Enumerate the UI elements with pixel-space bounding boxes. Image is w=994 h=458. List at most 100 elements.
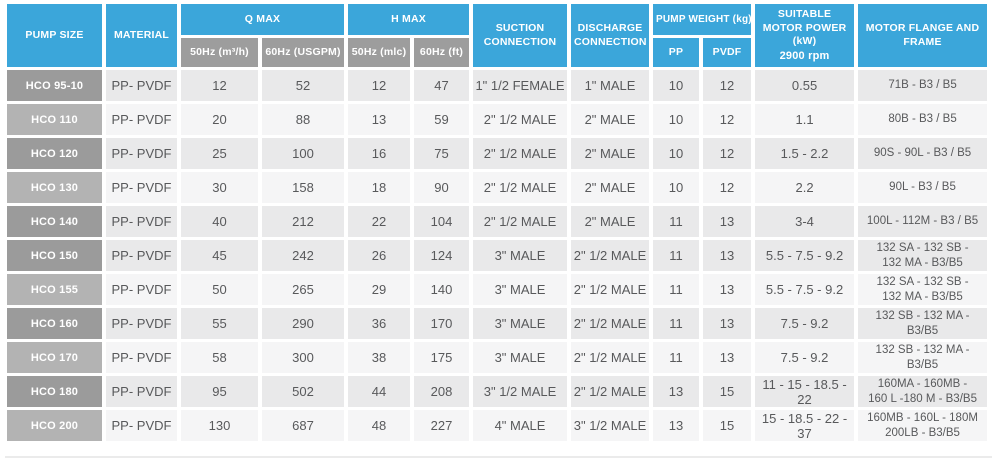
weight-pp-cell: 13 — [653, 376, 700, 407]
qmax-50hz-cell: 30 — [181, 172, 258, 203]
hmax-50hz-cell: 36 — [348, 308, 411, 339]
weight-pvdf-cell: 13 — [703, 274, 752, 305]
hmax-60hz-cell: 208 — [414, 376, 470, 407]
qmax-60hz-cell: 52 — [262, 70, 345, 101]
hmax-60hz-cell: 175 — [414, 342, 470, 373]
discharge-connection-cell: 2" 1/2 MALE — [571, 376, 650, 407]
subheader-qmax-60hz: 60Hz (USGPM) — [262, 38, 345, 67]
suction-connection-cell: 1" 1/2 FEMALE — [473, 70, 568, 101]
table-header: PUMP SIZE MATERIAL Q MAX H MAX SUCTION C… — [7, 4, 988, 67]
qmax-60hz-cell: 300 — [262, 342, 345, 373]
suction-connection-cell: 3" MALE — [473, 240, 568, 271]
discharge-connection-cell: 2" 1/2 MALE — [571, 308, 650, 339]
motor-power-cell: 1.5 - 2.2 — [755, 138, 855, 169]
motor-power-cell: 15 - 18.5 - 22 - 37 — [755, 410, 855, 441]
weight-pp-cell: 11 — [653, 342, 700, 373]
motor-flange-cell: 80B - B3 / B5 — [858, 104, 988, 135]
material-cell: PP- PVDF — [106, 240, 177, 271]
pump-size-cell: HCO 120 — [7, 138, 102, 169]
table-row: HCO 180 PP- PVDF 95 502 44 208 3" 1/2 MA… — [7, 376, 988, 407]
weight-pvdf-cell: 13 — [703, 206, 752, 237]
table-row: HCO 160 PP- PVDF 55 290 36 170 3" MALE 2… — [7, 308, 988, 339]
qmax-50hz-cell: 130 — [181, 410, 258, 441]
weight-pp-cell: 10 — [653, 104, 700, 135]
weight-pvdf-cell: 15 — [703, 376, 752, 407]
weight-pp-cell: 11 — [653, 240, 700, 271]
pump-size-cell: HCO 170 — [7, 342, 102, 373]
qmax-60hz-cell: 687 — [262, 410, 345, 441]
motor-power-cell: 5.5 - 7.5 - 9.2 — [755, 274, 855, 305]
motor-flange-cell: 90S - 90L - B3 / B5 — [858, 138, 988, 169]
suction-connection-cell: 3" MALE — [473, 342, 568, 373]
qmax-60hz-cell: 100 — [262, 138, 345, 169]
hmax-50hz-cell: 38 — [348, 342, 411, 373]
motor-flange-cell: 71B - B3 / B5 — [858, 70, 988, 101]
header-motor-flange: MOTOR FLANGE AND FRAME — [858, 4, 988, 67]
weight-pvdf-cell: 13 — [703, 342, 752, 373]
table-row: HCO 130 PP- PVDF 30 158 18 90 2" 1/2 MAL… — [7, 172, 988, 203]
pump-size-cell: HCO 130 — [7, 172, 102, 203]
motor-flange-cell: 90L - B3 / B5 — [858, 172, 988, 203]
pump-size-cell: HCO 155 — [7, 274, 102, 305]
material-cell: PP- PVDF — [106, 376, 177, 407]
pump-size-cell: HCO 95-10 — [7, 70, 102, 101]
suction-connection-cell: 3" MALE — [473, 274, 568, 305]
hmax-60hz-cell: 140 — [414, 274, 470, 305]
table-row: HCO 140 PP- PVDF 40 212 22 104 2" 1/2 MA… — [7, 206, 988, 237]
qmax-50hz-cell: 45 — [181, 240, 258, 271]
header-q-max: Q MAX — [181, 4, 345, 35]
qmax-60hz-cell: 265 — [262, 274, 345, 305]
weight-pvdf-cell: 13 — [703, 240, 752, 271]
suction-connection-cell: 2" 1/2 MALE — [473, 206, 568, 237]
material-cell: PP- PVDF — [106, 138, 177, 169]
material-cell: PP- PVDF — [106, 206, 177, 237]
material-cell: PP- PVDF — [106, 308, 177, 339]
header-motor-power-label: SUITABLE MOTOR POWER (kW) — [762, 7, 847, 48]
qmax-50hz-cell: 58 — [181, 342, 258, 373]
motor-power-cell: 0.55 — [755, 70, 855, 101]
qmax-60hz-cell: 290 — [262, 308, 345, 339]
discharge-connection-cell: 2" MALE — [571, 206, 650, 237]
suction-connection-cell: 2" 1/2 MALE — [473, 172, 568, 203]
discharge-connection-cell: 2" MALE — [571, 138, 650, 169]
pump-size-cell: HCO 110 — [7, 104, 102, 135]
hmax-50hz-cell: 18 — [348, 172, 411, 203]
hmax-60hz-cell: 170 — [414, 308, 470, 339]
hmax-50hz-cell: 48 — [348, 410, 411, 441]
qmax-50hz-cell: 25 — [181, 138, 258, 169]
header-suction-connection: SUCTION CONNECTION — [473, 4, 568, 67]
motor-power-cell: 7.5 - 9.2 — [755, 308, 855, 339]
table-row: HCO 200 PP- PVDF 130 687 48 227 4" MALE … — [7, 410, 988, 441]
hmax-50hz-cell: 29 — [348, 274, 411, 305]
table-row: HCO 120 PP- PVDF 25 100 16 75 2" 1/2 MAL… — [7, 138, 988, 169]
suction-connection-cell: 4" MALE — [473, 410, 568, 441]
table-row: HCO 170 PP- PVDF 58 300 38 175 3" MALE 2… — [7, 342, 988, 373]
discharge-connection-cell: 2" 1/2 MALE — [571, 240, 650, 271]
motor-flange-cell: 132 SA - 132 SB - 132 MA - B3/B5 — [858, 274, 988, 305]
weight-pp-cell: 11 — [653, 308, 700, 339]
subheader-hmax-60hz: 60Hz (ft) — [414, 38, 470, 67]
qmax-60hz-cell: 212 — [262, 206, 345, 237]
subheader-weight-pvdf: PVDF — [703, 38, 752, 67]
weight-pp-cell: 13 — [653, 410, 700, 441]
table-row: HCO 110 PP- PVDF 20 88 13 59 2" 1/2 MALE… — [7, 104, 988, 135]
motor-flange-cell: 132 SA - 132 SB - 132 MA - B3/B5 — [858, 240, 988, 271]
pump-size-cell: HCO 150 — [7, 240, 102, 271]
suction-connection-cell: 2" 1/2 MALE — [473, 138, 568, 169]
subheader-weight-pp: PP — [653, 38, 700, 67]
discharge-connection-cell: 1" MALE — [571, 70, 650, 101]
subheader-qmax-50hz: 50Hz (m³/h) — [181, 38, 258, 67]
hmax-60hz-cell: 104 — [414, 206, 470, 237]
motor-power-cell: 3-4 — [755, 206, 855, 237]
weight-pvdf-cell: 13 — [703, 308, 752, 339]
discharge-connection-cell: 2" 1/2 MALE — [571, 342, 650, 373]
qmax-50hz-cell: 50 — [181, 274, 258, 305]
material-cell: PP- PVDF — [106, 274, 177, 305]
qmax-50hz-cell: 40 — [181, 206, 258, 237]
subheader-hmax-50hz: 50Hz (mlc) — [348, 38, 411, 67]
hmax-50hz-cell: 12 — [348, 70, 411, 101]
suction-connection-cell: 3" MALE — [473, 308, 568, 339]
motor-power-cell: 1.1 — [755, 104, 855, 135]
weight-pvdf-cell: 12 — [703, 104, 752, 135]
